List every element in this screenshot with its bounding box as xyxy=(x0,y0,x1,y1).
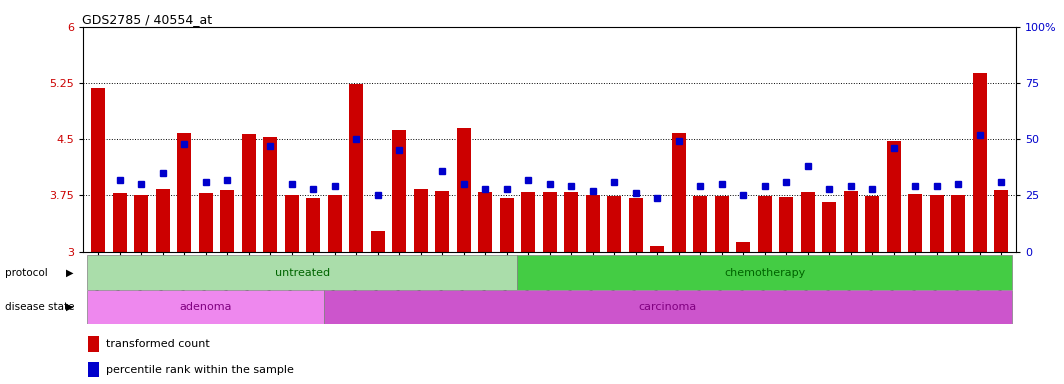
Bar xyxy=(478,192,492,252)
Bar xyxy=(951,195,965,252)
Bar xyxy=(844,191,858,252)
Bar xyxy=(500,198,514,252)
Bar xyxy=(585,195,599,252)
Bar xyxy=(242,134,255,252)
Text: ▶: ▶ xyxy=(66,268,73,278)
Bar xyxy=(758,196,771,252)
Bar xyxy=(564,192,578,252)
Bar xyxy=(693,196,708,252)
Bar xyxy=(972,73,986,252)
Bar xyxy=(134,195,148,252)
Bar xyxy=(779,197,793,252)
Bar xyxy=(521,192,535,252)
Bar xyxy=(87,336,99,352)
Bar xyxy=(199,193,213,252)
Bar xyxy=(220,190,234,252)
Bar xyxy=(865,196,879,252)
Bar xyxy=(155,189,169,252)
Text: untreated: untreated xyxy=(275,268,330,278)
Bar xyxy=(886,141,900,252)
Bar xyxy=(736,242,750,252)
Bar xyxy=(263,137,277,252)
Bar xyxy=(306,198,320,252)
Text: transformed count: transformed count xyxy=(106,339,210,349)
Bar xyxy=(435,191,449,252)
Bar xyxy=(517,255,1012,290)
Bar xyxy=(87,290,323,324)
Bar xyxy=(715,196,729,252)
Bar xyxy=(650,245,664,252)
Bar xyxy=(392,130,406,252)
Text: percentile rank within the sample: percentile rank within the sample xyxy=(106,364,294,374)
Bar xyxy=(323,290,1012,324)
Bar xyxy=(800,192,815,252)
Bar xyxy=(671,133,685,252)
Bar xyxy=(328,195,342,252)
Bar xyxy=(177,133,192,252)
Text: ▶: ▶ xyxy=(66,302,73,312)
Text: protocol: protocol xyxy=(5,268,48,278)
Text: GDS2785 / 40554_at: GDS2785 / 40554_at xyxy=(82,13,212,26)
Bar xyxy=(92,88,105,252)
Bar xyxy=(456,128,470,252)
Bar xyxy=(543,192,556,252)
Bar xyxy=(908,194,922,252)
Bar xyxy=(822,202,836,252)
Bar xyxy=(994,190,1008,252)
Bar xyxy=(284,195,299,252)
Bar xyxy=(87,362,99,377)
Bar xyxy=(930,195,944,252)
Bar xyxy=(629,198,643,252)
Bar xyxy=(370,230,384,252)
Bar xyxy=(113,193,127,252)
Text: chemotherapy: chemotherapy xyxy=(724,268,805,278)
Bar xyxy=(87,255,517,290)
Bar xyxy=(608,196,621,252)
Text: carcinoma: carcinoma xyxy=(638,302,697,312)
Text: disease state: disease state xyxy=(5,302,74,312)
Text: adenoma: adenoma xyxy=(180,302,232,312)
Bar xyxy=(414,189,428,252)
Bar xyxy=(349,84,363,252)
